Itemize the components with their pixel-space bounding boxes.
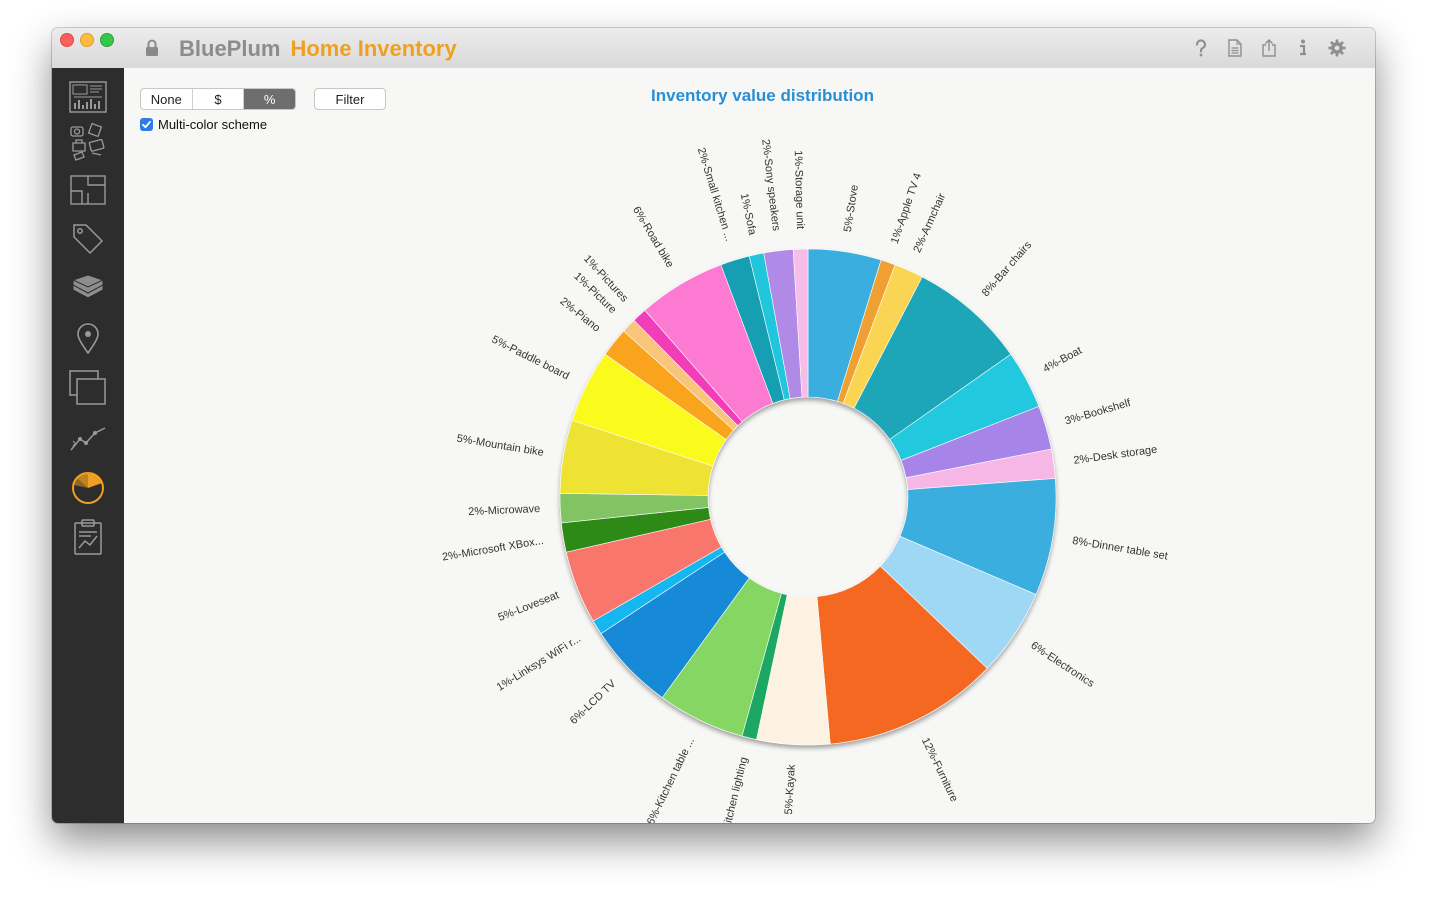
items-icon[interactable]	[67, 120, 109, 162]
slice-label: 6%-LCD TV	[568, 677, 619, 727]
report-clipboard-icon[interactable]	[67, 516, 109, 558]
checkmark-icon	[142, 120, 151, 129]
slice-label: 5%-Stove	[842, 184, 861, 233]
brand-name: BluePlum	[179, 36, 281, 61]
pie-slice[interactable]	[816, 565, 988, 745]
product-name: Home Inventory	[290, 36, 457, 61]
collections-icon[interactable]	[67, 367, 109, 409]
slice-label: 2%-Microwave	[468, 503, 541, 518]
multicolor-label: Multi-color scheme	[158, 117, 268, 132]
slice-label: 6%-Electronics	[1028, 640, 1096, 691]
lock-icon[interactable]	[145, 38, 159, 58]
slice-label: 2%-Desk storage	[1073, 444, 1158, 467]
zoom-window-button[interactable]	[100, 33, 114, 47]
slice-label: 3%-Bookshelf	[1064, 397, 1133, 428]
slice-label: 6%-Kitchen table ...	[645, 736, 697, 823]
rooms-icon[interactable]	[67, 169, 109, 211]
location-icon[interactable]	[67, 318, 109, 360]
share-icon[interactable]	[1259, 38, 1279, 58]
slice-label: 8%-Dinner table set	[1071, 535, 1168, 563]
segment-none[interactable]: None	[141, 89, 193, 109]
slice-label: 1%-Sofa	[738, 192, 759, 237]
slice-label: 4%-Boat	[1041, 345, 1084, 376]
slice-label: 5%-Kayak	[783, 764, 798, 815]
layers-icon[interactable]	[67, 267, 109, 309]
trend-chart-icon[interactable]	[67, 416, 109, 458]
close-window-button[interactable]	[60, 33, 74, 47]
document-icon[interactable]	[1225, 38, 1245, 58]
app-window: BluePlum Home Inventory	[52, 28, 1375, 823]
segment-percent[interactable]: %	[244, 89, 295, 109]
slice-label: 1%-Kitchen lighting	[716, 756, 750, 823]
slice-label: 2%-Armchair	[911, 191, 948, 254]
slice-label: 6%-Road bike	[630, 204, 676, 269]
toolbar	[1191, 38, 1347, 58]
tags-icon[interactable]	[67, 218, 109, 260]
slice-label: 1%-Storage unit	[792, 150, 806, 229]
slice-label: 12%-Furniture	[919, 736, 960, 804]
multicolor-checkbox[interactable]	[140, 118, 153, 131]
help-icon[interactable]	[1191, 38, 1211, 58]
pie-chart-icon[interactable]	[67, 466, 109, 508]
gear-icon[interactable]	[1327, 38, 1347, 58]
slice-label: 1%-Linksys WiFi r...	[495, 633, 583, 694]
pie-slice[interactable]	[792, 248, 809, 398]
slice-label: 5%-Paddle board	[490, 334, 571, 383]
value-mode-segmented-control: None $ %	[140, 88, 296, 110]
filter-button[interactable]: Filter	[314, 88, 386, 110]
sidebar	[52, 68, 124, 823]
main-content: 5%-Stove 1%-Apple TV 4 2%-Armchair 8%-Bar c…	[124, 68, 1375, 823]
minimize-window-button[interactable]	[80, 33, 94, 47]
chart-title: Inventory value distribution	[651, 86, 874, 105]
slice-label: 2%-Small kitchen ...	[695, 146, 735, 242]
slice-label: 8%-Bar chairs	[980, 239, 1035, 299]
app-title: BluePlum Home Inventory	[179, 36, 457, 62]
multicolor-checkbox-row[interactable]: Multi-color scheme	[140, 117, 267, 132]
slice-label: 5%-Loveseat	[497, 589, 561, 624]
slice-label: 2%-Sony speakers	[759, 139, 782, 233]
segment-dollar[interactable]: $	[193, 89, 245, 109]
dashboard-icon[interactable]	[67, 76, 109, 118]
info-icon[interactable]	[1293, 38, 1313, 58]
slice-label: 2%-Microsoft XBox...	[441, 535, 544, 564]
slice-label: 5%-Mountain bike	[456, 433, 545, 459]
title-bar: BluePlum Home Inventory	[52, 28, 1375, 69]
